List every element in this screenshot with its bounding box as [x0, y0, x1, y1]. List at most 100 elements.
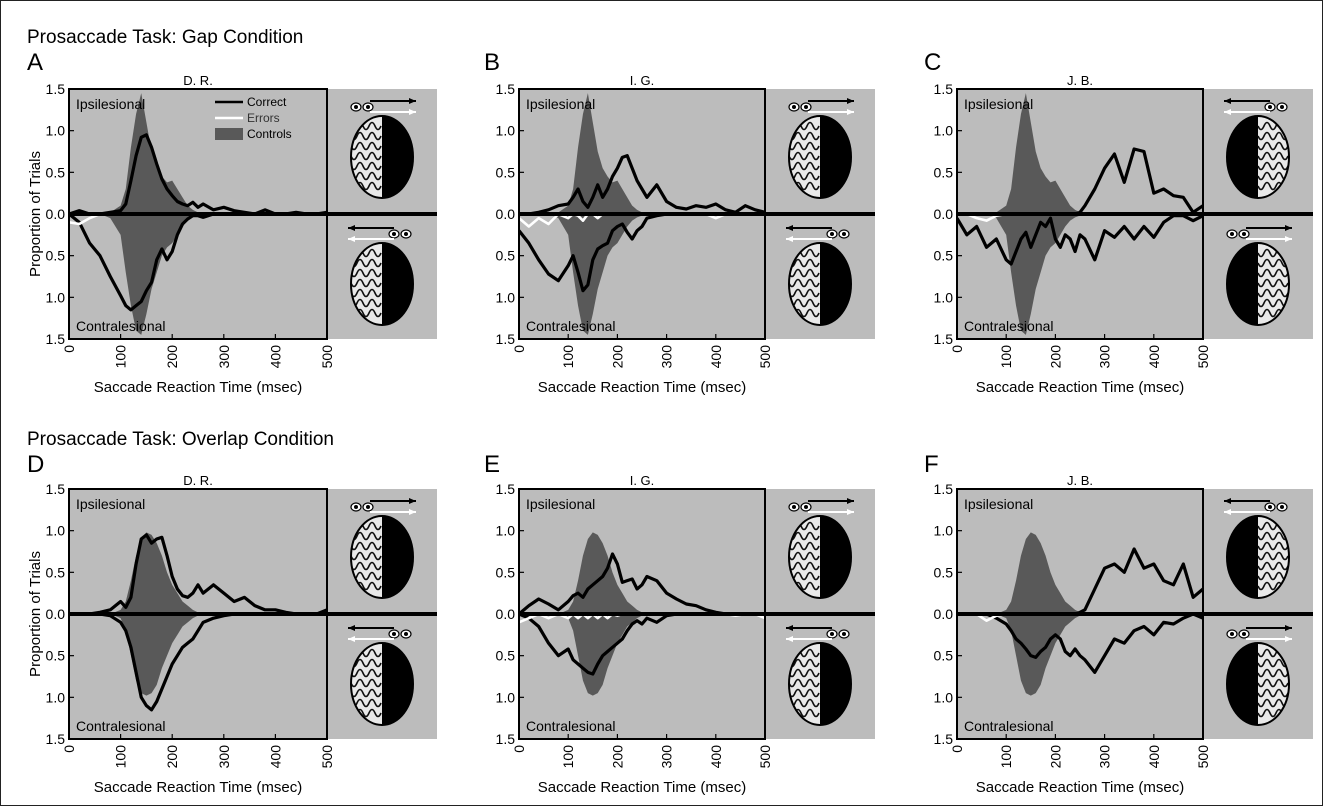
- gyrus-line: [351, 551, 382, 561]
- y-tick-label: 0.5: [934, 648, 954, 664]
- gyrus-line: [1257, 161, 1289, 171]
- contralesional-label: Contralesional: [526, 718, 616, 734]
- panel-title: D. R.: [183, 473, 213, 488]
- brain-top-0: [350, 115, 414, 199]
- pupil: [842, 632, 846, 636]
- x-tick-label: 500: [757, 745, 773, 769]
- y-tick-label: 1.0: [46, 289, 66, 305]
- gyrus-line: [1257, 298, 1289, 308]
- y-tick-label: 0.5: [934, 248, 954, 264]
- panel-title: D. R.: [183, 73, 213, 88]
- y-tick-label: 1.0: [496, 689, 516, 705]
- x-axis-label: Saccade Reaction Time (msec): [94, 379, 302, 396]
- y-tick-label: 0.5: [496, 248, 516, 264]
- gyrus-line: [789, 658, 820, 668]
- legend-label: Errors: [247, 111, 280, 125]
- gyrus-line: [351, 688, 382, 698]
- eyes-arrows-top: [350, 98, 416, 115]
- gyrus-line: [789, 151, 820, 161]
- brain-outline: [350, 115, 414, 199]
- brain-outline: [1226, 642, 1290, 726]
- eyes-arrows-top: [350, 498, 416, 515]
- gyrus-line: [351, 171, 382, 181]
- gyrus-line: [789, 171, 820, 181]
- brain-outline: [350, 242, 414, 326]
- x-tick-label: 500: [1195, 745, 1211, 769]
- y-tick-label: 1.0: [496, 123, 516, 139]
- correct-contralesional-line: [957, 214, 1203, 266]
- x-tick-label: 0: [949, 345, 965, 353]
- panel-letter-f: F: [924, 451, 939, 478]
- eyes-arrows-top: [788, 98, 854, 115]
- y-tick-label: 0.5: [496, 648, 516, 664]
- gyrus-line: [789, 258, 820, 268]
- brain-outline: [350, 642, 414, 726]
- gyrus-line: [1257, 571, 1289, 581]
- gyrus-line: [1257, 551, 1289, 561]
- pupil: [792, 105, 796, 109]
- panel-letter-e: E: [484, 451, 501, 478]
- y-tick-label: 1.5: [496, 481, 516, 497]
- pupil: [1242, 632, 1246, 636]
- x-tick-label: 0: [511, 345, 527, 353]
- gyri: [789, 248, 820, 318]
- pupil: [1268, 505, 1272, 509]
- x-tick-label: 0: [61, 345, 77, 353]
- x-tick-label: 100: [998, 345, 1014, 369]
- x-tick-label: 100: [113, 745, 129, 769]
- correct-ipsilesional-line: [519, 552, 765, 616]
- gyrus-line: [351, 151, 382, 161]
- pupil: [1268, 105, 1272, 109]
- x-tick-label: 100: [560, 345, 576, 369]
- y-axis-label: Proportion of Trials: [27, 151, 44, 277]
- brain-top-4: [788, 515, 852, 599]
- gyrus-line: [1257, 561, 1289, 571]
- x-tick-label: 300: [659, 745, 675, 769]
- brain-bottom-3: [350, 642, 414, 726]
- brain-top-1: [788, 115, 852, 199]
- x-tick-label: 400: [267, 745, 283, 769]
- brain-top-5: [1226, 515, 1290, 599]
- gyrus-line: [351, 698, 382, 708]
- gyrus-line: [351, 141, 382, 151]
- y-tick-label: 1.5: [496, 331, 516, 347]
- gyrus-line: [351, 561, 382, 571]
- pupil: [830, 232, 834, 236]
- x-tick-label: 100: [560, 745, 576, 769]
- y-tick-label: 0.0: [496, 206, 516, 222]
- y-tick-label: 1.5: [496, 81, 516, 97]
- pupil: [404, 632, 408, 636]
- gyrus-line: [351, 541, 382, 551]
- row-title-overlap: Prosaccade Task: Overlap Condition: [27, 429, 334, 450]
- arrow-head: [847, 498, 854, 504]
- gyrus-line: [1257, 678, 1289, 688]
- arrow-head: [409, 509, 416, 515]
- pupil: [1280, 105, 1284, 109]
- panel-title: I. G.: [630, 473, 655, 488]
- arrow-head: [1224, 98, 1231, 104]
- y-tick-label: 0.5: [934, 564, 954, 580]
- x-tick-label: 300: [1097, 345, 1113, 369]
- brain-outline: [350, 515, 414, 599]
- y-tick-label: 1.0: [934, 123, 954, 139]
- gyrus-line: [789, 278, 820, 288]
- gyrus-line: [351, 531, 382, 541]
- arrow-head: [847, 98, 854, 104]
- x-tick-label: 200: [609, 745, 625, 769]
- gyrus-line: [789, 561, 820, 571]
- gyrus-line: [1257, 278, 1289, 288]
- arrow-head: [1224, 109, 1231, 115]
- arrow-head: [409, 98, 416, 104]
- eyes-arrows-top: [788, 498, 854, 515]
- x-tick-label: 0: [61, 745, 77, 753]
- ipsilesional-label: Ipsilesional: [964, 96, 1033, 112]
- y-tick-label: 0.5: [46, 564, 66, 580]
- x-tick-label: 500: [757, 345, 773, 369]
- gyrus-line: [1257, 131, 1289, 141]
- panel-letter-d: D: [27, 451, 45, 478]
- brain-outline: [788, 515, 852, 599]
- arrow-head: [1285, 636, 1292, 642]
- gyrus-line: [1257, 698, 1289, 708]
- pupil: [366, 105, 370, 109]
